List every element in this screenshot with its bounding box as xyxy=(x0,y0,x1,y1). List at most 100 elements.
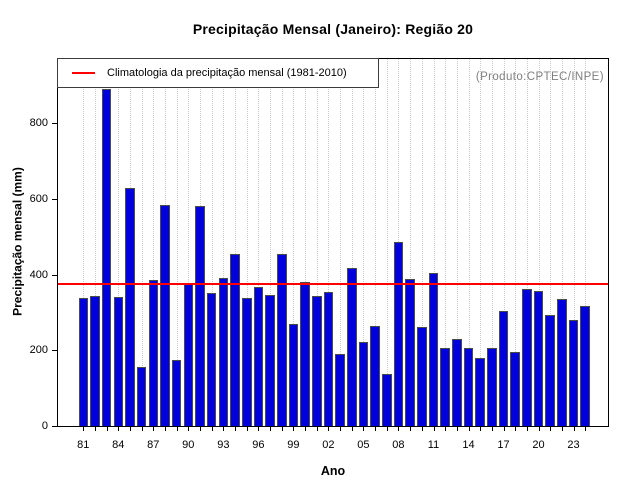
x-tick xyxy=(386,427,388,431)
bar-98 xyxy=(276,254,287,426)
bar-18 xyxy=(510,352,520,426)
bar-00 xyxy=(300,282,310,426)
x-tick xyxy=(246,427,248,431)
x-tick xyxy=(375,427,377,431)
bar-14 xyxy=(463,348,474,426)
x-tick xyxy=(176,427,178,431)
x-tick xyxy=(211,427,213,431)
plot-area: (Produto:CPTEC/INPE) Climatologia da pre… xyxy=(57,58,609,427)
y-tick xyxy=(52,199,57,200)
bar-85 xyxy=(125,188,135,426)
bar-83 xyxy=(101,89,112,426)
x-tick xyxy=(223,427,225,431)
gridline xyxy=(258,59,260,426)
bar-24 xyxy=(580,306,590,426)
gridline xyxy=(561,59,563,426)
bar-89 xyxy=(171,360,182,426)
x-tick-label: 23 xyxy=(567,439,580,451)
x-tick xyxy=(538,427,540,431)
gridline xyxy=(340,59,342,426)
bar-17 xyxy=(498,311,509,426)
x-tick xyxy=(130,427,131,431)
gridline xyxy=(386,59,388,426)
bar-07 xyxy=(381,374,392,426)
x-tick xyxy=(188,427,190,431)
bar-19 xyxy=(522,289,532,426)
x-tick-label: 17 xyxy=(497,439,510,451)
x-tick-label: 84 xyxy=(112,439,125,451)
bar-92 xyxy=(206,293,217,426)
x-tick xyxy=(165,427,166,431)
gridline xyxy=(526,59,528,426)
x-tick-label: 90 xyxy=(182,439,195,451)
gridline xyxy=(141,59,143,426)
bar-21 xyxy=(545,315,555,426)
x-tick xyxy=(398,427,400,431)
x-tick xyxy=(328,427,330,431)
gridline xyxy=(328,59,330,426)
y-tick xyxy=(52,123,57,124)
x-tick-label: 96 xyxy=(252,439,265,451)
x-tick xyxy=(270,427,272,431)
bar-23 xyxy=(568,320,579,426)
gridline xyxy=(281,59,283,426)
gridline xyxy=(153,59,155,426)
gridline xyxy=(95,59,96,426)
x-tick xyxy=(573,427,575,431)
x-tick-label: 20 xyxy=(532,439,545,451)
bar-06 xyxy=(370,326,380,426)
x-tick xyxy=(153,427,155,431)
climatology-line xyxy=(58,283,608,285)
bar-15 xyxy=(475,358,485,426)
watermark: (Produto:CPTEC/INPE) xyxy=(475,71,604,83)
x-tick xyxy=(316,427,318,431)
x-tick-label: 87 xyxy=(147,439,160,451)
bar-16 xyxy=(487,348,497,426)
x-tick xyxy=(421,427,423,431)
x-axis-title: Ano xyxy=(320,464,346,478)
x-tick xyxy=(351,427,353,431)
y-tick-label: 600 xyxy=(29,193,48,205)
gridline xyxy=(445,59,447,426)
y-tick-label: 800 xyxy=(29,117,48,129)
x-tick xyxy=(550,427,552,431)
x-tick xyxy=(363,427,365,431)
gridline xyxy=(118,59,120,426)
gridline xyxy=(176,59,178,426)
climatology-line-sample-icon xyxy=(72,72,95,74)
bar-86 xyxy=(136,367,147,426)
bar-90 xyxy=(183,284,194,426)
x-tick xyxy=(526,427,528,431)
gridline xyxy=(188,59,190,426)
gridline xyxy=(433,59,435,426)
gridline xyxy=(456,59,458,426)
y-tick xyxy=(52,275,57,276)
x-tick xyxy=(561,427,563,431)
bar-95 xyxy=(241,298,252,426)
bar-13 xyxy=(452,339,462,426)
bar-81 xyxy=(78,298,89,426)
bar-04 xyxy=(346,268,357,426)
gridline xyxy=(293,59,295,426)
bar-22 xyxy=(557,299,567,426)
gridline xyxy=(351,59,353,426)
bar-88 xyxy=(160,205,170,426)
bar-11 xyxy=(428,273,439,426)
y-tick xyxy=(52,426,57,427)
x-tick xyxy=(83,427,85,431)
bar-20 xyxy=(533,291,544,426)
x-tick xyxy=(106,427,108,431)
x-tick xyxy=(281,427,283,431)
gridline xyxy=(375,59,377,426)
bar-08 xyxy=(393,242,404,426)
gridline xyxy=(83,59,85,426)
bar-01 xyxy=(311,296,322,426)
gridline xyxy=(515,59,517,426)
gridline xyxy=(235,59,236,426)
gridline xyxy=(316,59,318,426)
y-tick-label: 400 xyxy=(29,269,48,281)
gridline xyxy=(410,59,412,426)
x-tick xyxy=(585,427,587,431)
gridline xyxy=(573,59,575,426)
